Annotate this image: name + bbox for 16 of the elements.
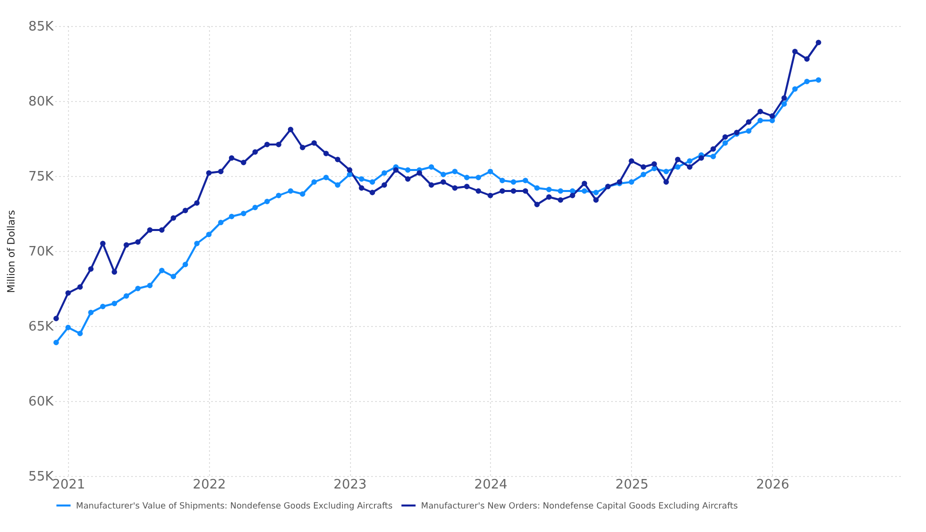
legend-label: Manufacturer's Value of Shipments: Nondefense Goods Excluding Aircrafts: [76, 502, 394, 512]
x-tick-label: 2022: [192, 478, 226, 492]
x-tick-label: 2023: [334, 478, 367, 492]
y-tick-label: 55K: [28, 470, 54, 484]
y-tick-label: 85K: [28, 20, 54, 34]
y-axis-title: Million of Dollars: [6, 210, 18, 294]
x-tick-label: 2024: [474, 478, 508, 492]
legend-label: Manufacturer's New Orders: Nondefense Capital Goods Excluding Aircrafts: [421, 502, 738, 512]
x-tick-label: 2025: [615, 478, 649, 492]
x-tick-label: 2021: [52, 478, 86, 492]
y-tick-label: 60K: [28, 394, 54, 410]
x-tick-label: 2026: [756, 478, 790, 492]
y-tick-label: 80K: [28, 94, 54, 110]
y-tick-label: 70K: [28, 244, 54, 260]
y-tick-label: 75K: [28, 170, 54, 184]
y-tick-label: 65K: [28, 320, 54, 334]
